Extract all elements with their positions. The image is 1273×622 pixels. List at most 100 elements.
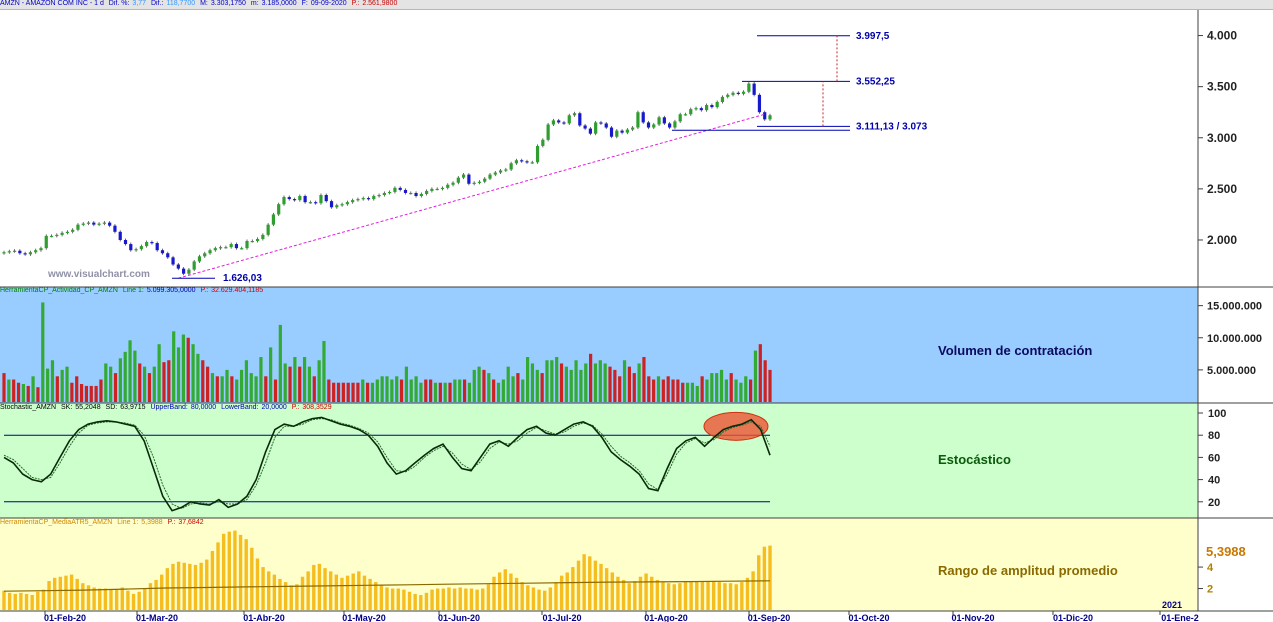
price-candle [240,248,244,250]
volume-bar [540,373,544,402]
volume-bar [501,379,505,402]
volume-bar [269,347,273,402]
volume-bar [496,382,501,402]
volume-bar [467,382,472,402]
volume-bar [642,357,646,402]
price-candle [467,174,471,184]
stochastic-tick-label: 80 [1208,430,1220,442]
atr-bar [283,582,288,610]
atr-bar [120,587,124,610]
atr-bar [509,573,513,610]
price-candle [160,250,165,254]
price-candle [192,261,196,270]
price-candle [535,145,540,163]
volume-bar [2,373,6,402]
volume-bar [259,357,263,402]
price-candle [398,187,402,190]
atr-bar [24,593,29,610]
x-tick-label: 01-Nov-20 [951,613,994,622]
price-tick-label: 3.000 [1207,131,1237,145]
atr-bar [430,589,434,610]
dif-pct-label: Dif. %: [108,0,130,7]
price-candle [393,187,397,192]
price-candle [462,174,466,178]
price-panel: 1.626,03 3.997,5 3.552,25 3.111,13 / 3.073 4… [2,29,1237,284]
atr-bar [407,591,412,610]
volume-bar [584,363,588,402]
dif-label: Dif.: [151,0,164,7]
volume-bar [298,366,302,402]
price-candle [97,223,101,225]
price-candle [636,112,640,128]
volume-bar [453,379,457,402]
atr-bar [98,588,102,610]
atr-bar [278,578,282,610]
dif-pct-value: 3,77 [132,0,147,7]
volume-bar [50,360,55,402]
x-tick-label: 01-May-20 [342,613,386,622]
volume-bar [545,360,549,402]
price-candle [530,162,534,164]
price-candle [213,248,217,251]
atr-bar [458,587,462,610]
atr-bar [64,575,68,610]
price-candle [583,125,587,129]
volume-bar [191,344,195,402]
volume-line-label: Line 1: [122,287,144,294]
price-candle [118,231,122,240]
price-candle [657,117,661,125]
price-header: AMZN - AMAZON COM INC - 1 d Dif. %: 3,77 … [0,0,1273,10]
atr-bar [19,592,23,610]
volume-bar [147,373,152,402]
volume-bar [322,340,326,402]
volume-bar [293,357,297,402]
volume-bar [414,376,418,402]
dif-value: 118,7700 [166,0,196,7]
price-candle [594,122,598,134]
volume-bar [206,366,210,402]
volume-bar [215,376,219,402]
price-candle [472,182,476,184]
volume-bar [196,353,200,402]
volume-bar [370,382,375,402]
atr-bar [554,582,558,610]
price-candle [525,161,529,163]
atr-bar [424,592,429,610]
price-candle [182,268,186,274]
volume-bar [273,379,278,402]
volume-tick-label: 10.000.000 [1207,333,1262,345]
volume-bar [477,366,481,402]
volume-bar [579,369,583,402]
volume-bar [589,353,593,402]
price-candle [625,129,629,133]
price-candle [102,222,106,224]
volume-bar [109,366,113,402]
price-candle [567,115,571,124]
price-candle [49,235,54,238]
price-candle [557,120,561,123]
price-candle [361,198,365,200]
volume-bar [593,363,598,402]
atr-bar [210,550,215,610]
volume-bar [332,382,336,402]
price-candle [440,187,445,190]
atr-p-label: P.: [167,519,176,526]
volume-bar [16,382,21,402]
volume-bar [399,379,404,402]
volume-bar [555,357,559,402]
atr-bar [717,582,722,610]
price-candle [203,253,207,257]
atr-indicator-name: HerramientaCP_MediaATR5_AMZN [0,519,113,526]
price-candle [720,96,725,102]
lowerband-value: 20,0000 [261,404,287,411]
atr-bar [109,589,113,610]
price-candle [12,250,17,252]
stochastic-panel-title: Estocástico [938,452,1011,467]
price-candle [129,244,133,251]
min-label: m: [250,0,259,7]
price-candle [446,184,450,188]
atr-bar [435,588,440,610]
volume-bar [492,379,496,402]
volume-bar [278,324,282,402]
